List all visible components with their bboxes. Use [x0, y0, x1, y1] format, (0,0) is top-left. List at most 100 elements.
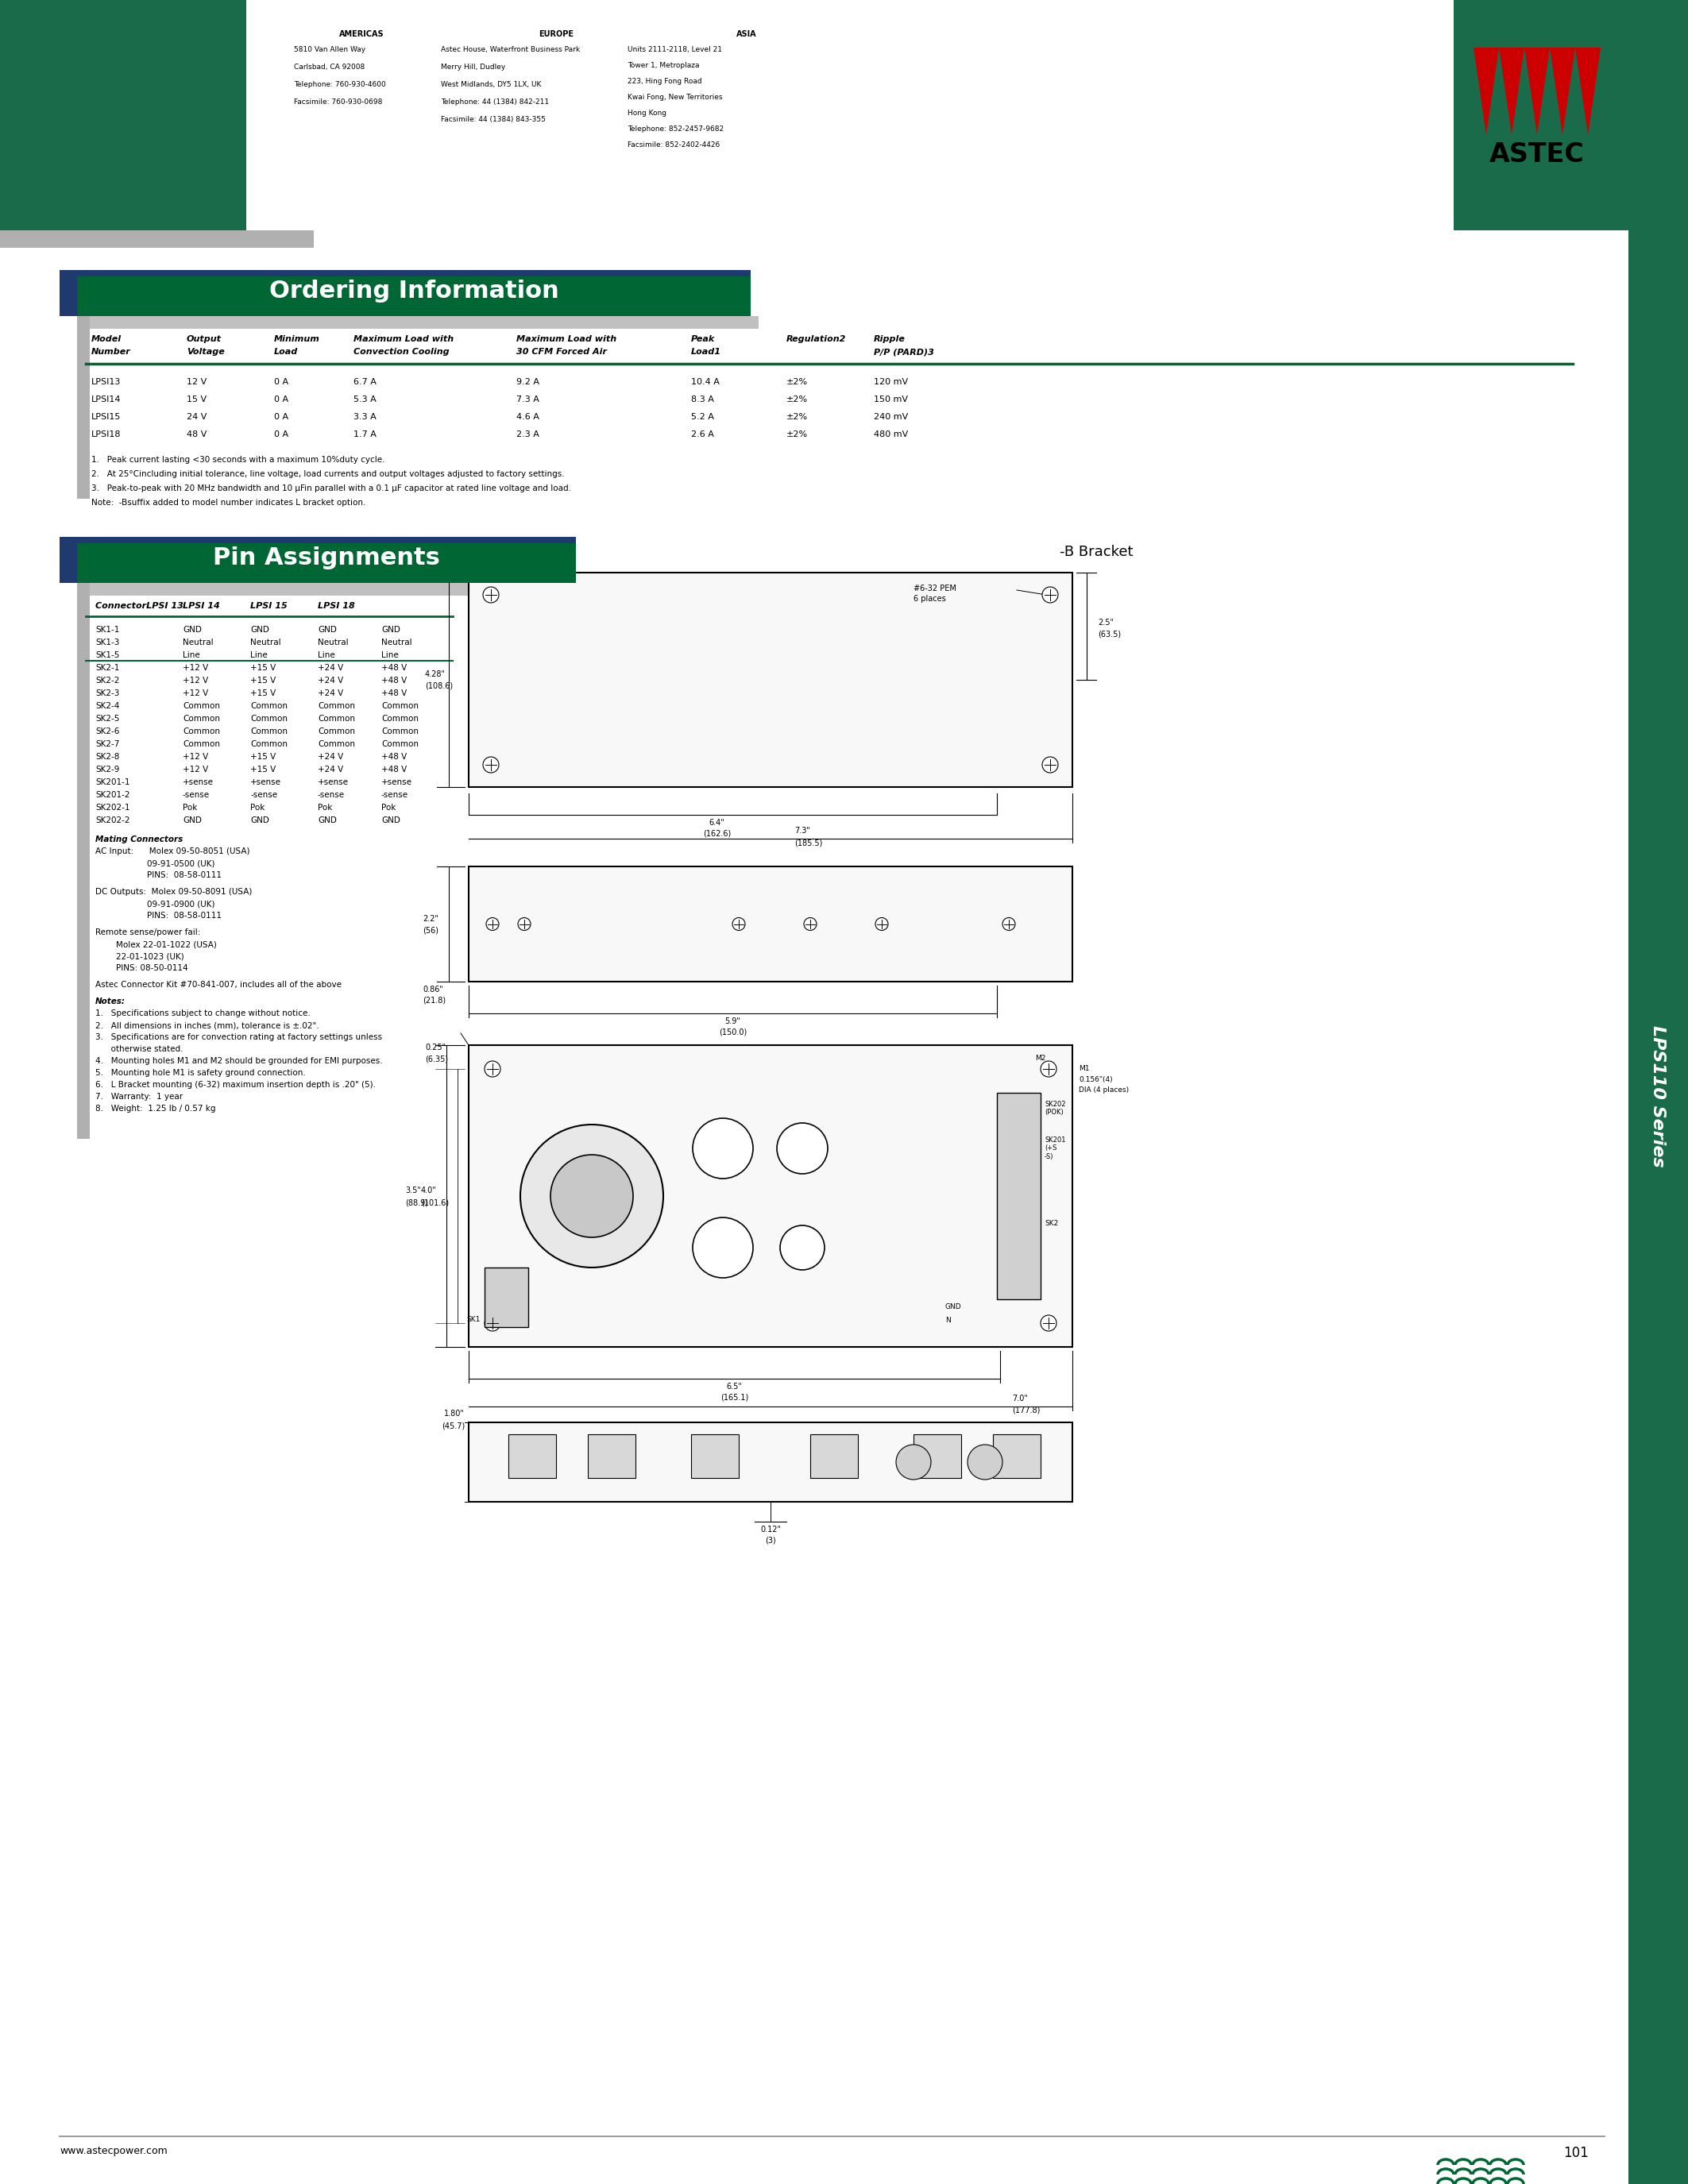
- Text: 7.3 A: 7.3 A: [517, 395, 538, 404]
- Text: SK201
(+S
-S): SK201 (+S -S): [1045, 1136, 1065, 1160]
- Text: Common: Common: [250, 714, 287, 723]
- Text: AMERICAS: AMERICAS: [339, 31, 383, 37]
- Circle shape: [803, 917, 817, 930]
- Text: 0 A: 0 A: [273, 395, 289, 404]
- Text: (56): (56): [422, 926, 439, 935]
- Text: Common: Common: [381, 714, 419, 723]
- Text: Common: Common: [182, 701, 219, 710]
- Circle shape: [1041, 587, 1058, 603]
- Text: 1.   Peak current lasting <30 seconds with a maximum 10%duty cycle.: 1. Peak current lasting <30 seconds with…: [91, 456, 385, 463]
- Text: Maximum Load with: Maximum Load with: [517, 334, 616, 343]
- Circle shape: [520, 1125, 663, 1267]
- Bar: [993, 1435, 1040, 1479]
- Text: PINS:  08-58-0111: PINS: 08-58-0111: [95, 911, 221, 919]
- Text: Line: Line: [317, 651, 334, 660]
- Text: Astec Connector Kit #70-841-007, includes all of the above: Astec Connector Kit #70-841-007, include…: [95, 981, 341, 989]
- Circle shape: [483, 587, 500, 603]
- Text: PINS: 08-50-0114: PINS: 08-50-0114: [95, 963, 187, 972]
- Text: +24 V: +24 V: [317, 753, 343, 760]
- Text: Common: Common: [317, 701, 354, 710]
- Circle shape: [483, 758, 500, 773]
- Text: GND: GND: [381, 817, 400, 823]
- Text: Ripple: Ripple: [874, 334, 905, 343]
- Text: PINS:  08-58-0111: PINS: 08-58-0111: [95, 871, 221, 880]
- Circle shape: [896, 1444, 932, 1479]
- Bar: [78, 317, 89, 498]
- Text: 6.7 A: 6.7 A: [353, 378, 376, 387]
- Bar: [913, 1435, 960, 1479]
- Text: 22-01-1023 (UK): 22-01-1023 (UK): [95, 952, 184, 961]
- Text: 5810 Van Allen Way: 5810 Van Allen Way: [294, 46, 366, 52]
- Text: 6.4": 6.4": [709, 819, 724, 828]
- Text: SK1: SK1: [468, 1317, 481, 1324]
- Text: +15 V: +15 V: [250, 767, 275, 773]
- Bar: [59, 271, 751, 317]
- Text: +48 V: +48 V: [381, 753, 407, 760]
- Text: 15 V: 15 V: [187, 395, 206, 404]
- Text: (21.8): (21.8): [422, 996, 446, 1005]
- Text: +48 V: +48 V: [381, 664, 407, 673]
- Text: 1.7 A: 1.7 A: [353, 430, 376, 439]
- Text: Telephone: 760-930-4600: Telephone: 760-930-4600: [294, 81, 387, 87]
- Text: SK2-9: SK2-9: [95, 767, 120, 773]
- Text: 2.   All dimensions in inches (mm), tolerance is ±.02".: 2. All dimensions in inches (mm), tolera…: [95, 1022, 319, 1029]
- Text: Voltage: Voltage: [187, 347, 225, 356]
- Text: GND: GND: [250, 627, 268, 633]
- Text: (45.7): (45.7): [442, 1422, 464, 1431]
- Circle shape: [518, 917, 530, 930]
- Circle shape: [733, 917, 744, 930]
- Text: SK2-1: SK2-1: [95, 664, 120, 673]
- Text: Common: Common: [381, 740, 419, 749]
- Text: 0 A: 0 A: [273, 430, 289, 439]
- Circle shape: [692, 1118, 753, 1179]
- Text: Merry Hill, Dudley: Merry Hill, Dudley: [441, 63, 505, 70]
- Bar: [78, 583, 89, 1138]
- Text: 4.0": 4.0": [420, 1186, 437, 1195]
- Text: +24 V: +24 V: [317, 690, 343, 697]
- Text: Common: Common: [250, 740, 287, 749]
- Text: Peak: Peak: [690, 334, 716, 343]
- Text: 7.0": 7.0": [1013, 1396, 1028, 1402]
- Text: 2.   At 25°Cincluding initial tolerance, line voltage, load currents and output : 2. At 25°Cincluding initial tolerance, l…: [91, 470, 564, 478]
- Text: Common: Common: [317, 727, 354, 736]
- Text: 6.   L Bracket mounting (6-32) maximum insertion depth is .20" (5).: 6. L Bracket mounting (6-32) maximum ins…: [95, 1081, 376, 1090]
- Bar: [810, 1435, 858, 1479]
- Text: Telephone: 852-2457-9682: Telephone: 852-2457-9682: [628, 124, 724, 133]
- Text: Neutral: Neutral: [317, 638, 348, 646]
- Text: Common: Common: [317, 714, 354, 723]
- Text: Telephone: 44 (1384) 842-211: Telephone: 44 (1384) 842-211: [441, 98, 549, 105]
- Text: EUROPE: EUROPE: [538, 31, 574, 37]
- Bar: [1453, 0, 1629, 229]
- Text: 09-91-0500 (UK): 09-91-0500 (UK): [95, 858, 214, 867]
- Text: 7.   Warranty:  1 year: 7. Warranty: 1 year: [95, 1092, 182, 1101]
- Text: GND: GND: [381, 627, 400, 633]
- Text: SK2-6: SK2-6: [95, 727, 120, 736]
- Text: -sense: -sense: [182, 791, 209, 799]
- Text: 6.5": 6.5": [726, 1382, 743, 1391]
- Text: 1.80": 1.80": [444, 1409, 464, 1417]
- Text: +12 V: +12 V: [182, 690, 208, 697]
- Text: 2.6 A: 2.6 A: [690, 430, 714, 439]
- Text: 0.156"(4): 0.156"(4): [1079, 1077, 1112, 1083]
- Text: 7.3": 7.3": [795, 828, 810, 834]
- Text: +48 V: +48 V: [381, 767, 407, 773]
- Text: Load: Load: [273, 347, 299, 356]
- Text: 120 mV: 120 mV: [874, 378, 908, 387]
- Text: +24 V: +24 V: [317, 677, 343, 684]
- Text: AC Input:      Molex 09-50-8051 (USA): AC Input: Molex 09-50-8051 (USA): [95, 847, 250, 856]
- Text: 3.3 A: 3.3 A: [353, 413, 376, 422]
- Text: M1: M1: [1079, 1066, 1089, 1072]
- Text: P/P (PARD)3: P/P (PARD)3: [874, 347, 933, 356]
- Text: Load1: Load1: [690, 347, 721, 356]
- Text: Regulation2: Regulation2: [787, 334, 846, 343]
- Text: 2.2": 2.2": [422, 915, 439, 922]
- Text: 4.28": 4.28": [425, 670, 446, 679]
- Text: -sense: -sense: [250, 791, 277, 799]
- Text: SK202
(POK): SK202 (POK): [1045, 1101, 1065, 1116]
- Text: SK202-2: SK202-2: [95, 817, 130, 823]
- Text: 3.   Specifications are for convection rating at factory settings unless: 3. Specifications are for convection rat…: [95, 1033, 381, 1042]
- Text: West Midlands, DY5 1LX, UK: West Midlands, DY5 1LX, UK: [441, 81, 542, 87]
- Bar: [0, 229, 314, 247]
- Circle shape: [1040, 1061, 1057, 1077]
- Text: Line: Line: [250, 651, 267, 660]
